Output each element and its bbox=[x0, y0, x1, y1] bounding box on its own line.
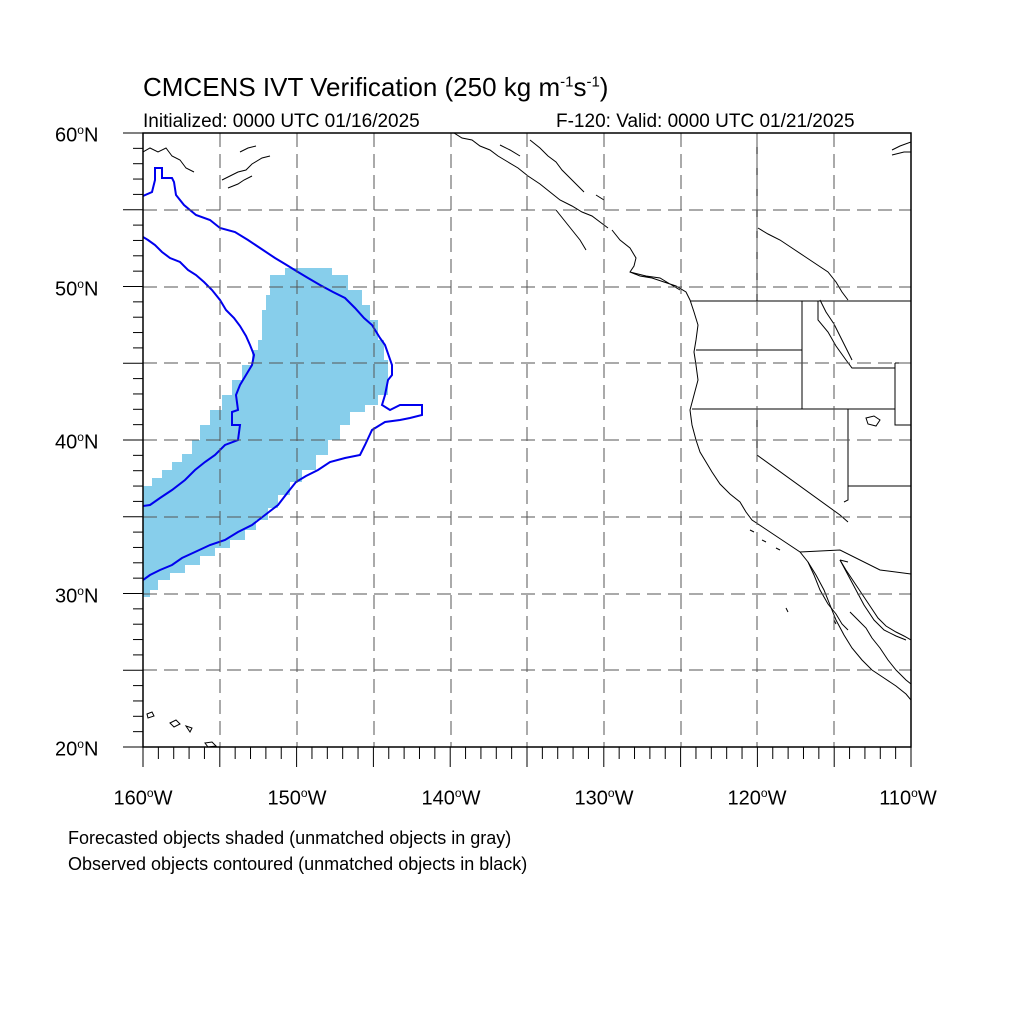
observed-object-contour bbox=[143, 167, 423, 581]
coastline-hawaii bbox=[146, 711, 218, 747]
forecast-object bbox=[143, 268, 388, 597]
coastline-canada bbox=[757, 141, 911, 361]
political-boundaries bbox=[690, 133, 911, 575]
lon-label-140w: 140oW bbox=[421, 786, 481, 810]
lon-label-110w: 110oW bbox=[879, 786, 937, 810]
lat-label-30: 30oN bbox=[55, 584, 99, 608]
coastline-alaska bbox=[143, 133, 609, 251]
lat-label-50: 50oN bbox=[55, 277, 99, 301]
lon-label-150w: 150oW bbox=[267, 786, 327, 810]
lat-label-40: 40oN bbox=[55, 430, 99, 454]
caption-observed: Observed objects contoured (unmatched ob… bbox=[68, 854, 528, 874]
graticule bbox=[143, 133, 911, 747]
coastline-west-coast bbox=[611, 229, 911, 701]
lon-label-130w: 130oW bbox=[574, 786, 634, 810]
lat-label-20: 20oN bbox=[55, 737, 99, 761]
initialized-time: Initialized: 0000 UTC 01/16/2025 bbox=[143, 111, 420, 132]
map-title: CMCENS IVT Verification (250 kg m-1s-1) bbox=[143, 72, 609, 102]
axis-ticks bbox=[123, 132, 912, 767]
caption-forecast: Forecasted objects shaded (unmatched obj… bbox=[68, 828, 512, 848]
lat-label-60: 60oN bbox=[55, 123, 99, 147]
coastline-baja bbox=[807, 559, 911, 685]
lon-label-120w: 120oW bbox=[727, 786, 787, 810]
coastline-islands bbox=[749, 415, 881, 625]
valid-time: F-120: Valid: 0000 UTC 01/21/2025 bbox=[556, 111, 855, 132]
lon-label-160w: 160oW bbox=[113, 786, 173, 810]
